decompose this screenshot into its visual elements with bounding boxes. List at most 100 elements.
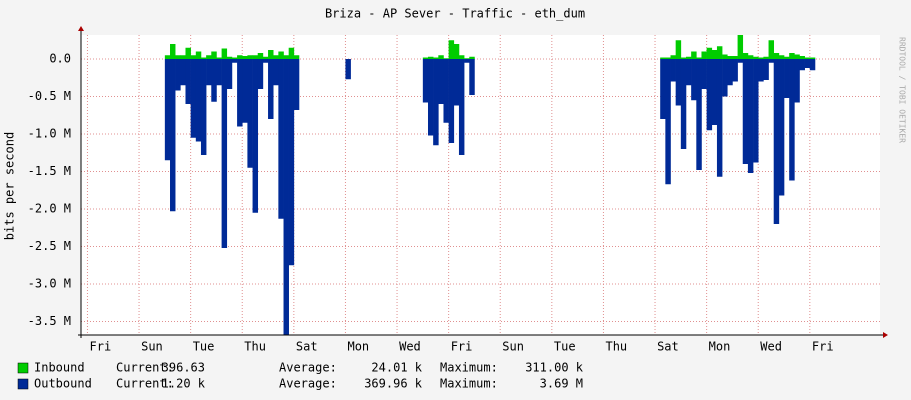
- area-bar: [283, 55, 289, 59]
- area-bar: [170, 44, 176, 59]
- area-bar: [458, 59, 465, 155]
- area-bar: [175, 59, 181, 91]
- area-bar: [685, 56, 692, 59]
- area-bar: [665, 57, 671, 59]
- legend-stat: 369.96 k: [364, 377, 423, 391]
- area-bar: [691, 59, 697, 101]
- area-bar: [231, 57, 238, 59]
- area-bar: [268, 50, 274, 59]
- area-bar: [469, 59, 475, 95]
- area-bar: [464, 58, 470, 59]
- area-bar: [763, 59, 769, 80]
- area-bar: [758, 59, 764, 82]
- area-bar: [768, 59, 775, 63]
- x-tick-label: Fri: [451, 340, 473, 354]
- area-bar: [268, 59, 274, 119]
- area-bar: [789, 59, 795, 181]
- legend-label: Inbound: [34, 361, 85, 375]
- watermark: RRDTOOL / TOBI OETIKER: [898, 37, 907, 143]
- area-bar: [185, 59, 191, 104]
- area-bar: [195, 59, 202, 142]
- area-bar: [742, 59, 749, 164]
- legend-stat: Current:: [116, 377, 174, 391]
- x-axis-arrow: [883, 332, 888, 338]
- area-bar: [675, 40, 682, 59]
- x-tick-label: Mon: [347, 340, 369, 354]
- x-tick-label: Thu: [605, 340, 627, 354]
- area-bar: [262, 59, 269, 63]
- area-bar: [278, 59, 284, 219]
- area-bar: [443, 58, 449, 59]
- area-bar: [242, 56, 248, 59]
- area-bar: [427, 59, 434, 136]
- x-tick-label: Wed: [760, 340, 782, 354]
- area-bar: [200, 59, 207, 155]
- area-bar: [458, 55, 465, 59]
- area-bar: [185, 47, 191, 59]
- chart-title: Briza - AP Sever - Traffic - eth_dum: [325, 7, 585, 21]
- area-bar: [680, 59, 687, 149]
- area-bar: [665, 59, 671, 185]
- area-bar: [691, 51, 697, 59]
- area-bar: [200, 57, 207, 59]
- legend-swatch: [17, 378, 29, 390]
- area-bar: [716, 46, 723, 59]
- area-bar: [195, 51, 202, 59]
- legend-swatch: [17, 362, 29, 374]
- legend-stat: 3.69 M: [540, 377, 583, 391]
- area-bar: [758, 57, 764, 59]
- area-bar: [711, 59, 718, 125]
- area-bar: [696, 59, 702, 170]
- area-bar: [448, 40, 455, 59]
- area-bar: [753, 59, 759, 163]
- area-bar: [211, 59, 217, 102]
- area-bar: [727, 56, 733, 59]
- area-bar: [422, 57, 429, 59]
- area-bar: [231, 59, 238, 63]
- area-bar: [784, 56, 790, 59]
- area-bar: [288, 59, 295, 266]
- area-bar: [753, 56, 759, 59]
- area-bar: [722, 54, 728, 59]
- area-bar: [247, 55, 253, 59]
- area-bar: [799, 59, 805, 71]
- area-bar: [727, 59, 733, 86]
- y-tick-label: 0.0: [49, 52, 71, 66]
- area-bar: [190, 55, 197, 59]
- area-bar: [262, 56, 269, 59]
- area-bar: [190, 59, 197, 138]
- area-bar: [433, 59, 439, 146]
- area-bar: [180, 59, 186, 86]
- area-bar: [293, 55, 300, 59]
- y-tick-label: -2.5 M: [28, 239, 71, 253]
- area-bar: [675, 59, 682, 106]
- x-tick-label: Mon: [709, 340, 731, 354]
- y-tick-label: -1.5 M: [28, 164, 71, 178]
- y-tick-label: -3.0 M: [28, 277, 71, 291]
- area-bar: [732, 56, 738, 59]
- area-bar: [660, 57, 666, 59]
- legend-stat: Average:: [279, 377, 337, 391]
- area-bar: [799, 56, 805, 59]
- y-tick-label: -3.5 M: [28, 314, 71, 328]
- legend-stat: 396.63: [162, 361, 205, 375]
- area-bar: [778, 55, 785, 59]
- area-bar: [680, 57, 687, 59]
- area-bar: [768, 40, 775, 59]
- area-bar: [773, 59, 780, 224]
- area-bar: [773, 53, 780, 59]
- area-bar: [438, 59, 444, 104]
- legend-label: Outbound: [34, 377, 92, 391]
- area-bar: [221, 48, 228, 59]
- x-tick-label: Sat: [657, 340, 679, 354]
- area-bar: [747, 55, 754, 59]
- area-bar: [257, 59, 264, 89]
- area-bar: [221, 59, 228, 248]
- area-bar: [701, 51, 707, 59]
- area-bar: [278, 51, 284, 59]
- area-bar: [427, 56, 434, 59]
- x-tick-label: Sun: [141, 340, 163, 354]
- legend-stat: Maximum:: [440, 361, 498, 375]
- area-bar: [252, 55, 259, 59]
- area-bar: [283, 59, 289, 335]
